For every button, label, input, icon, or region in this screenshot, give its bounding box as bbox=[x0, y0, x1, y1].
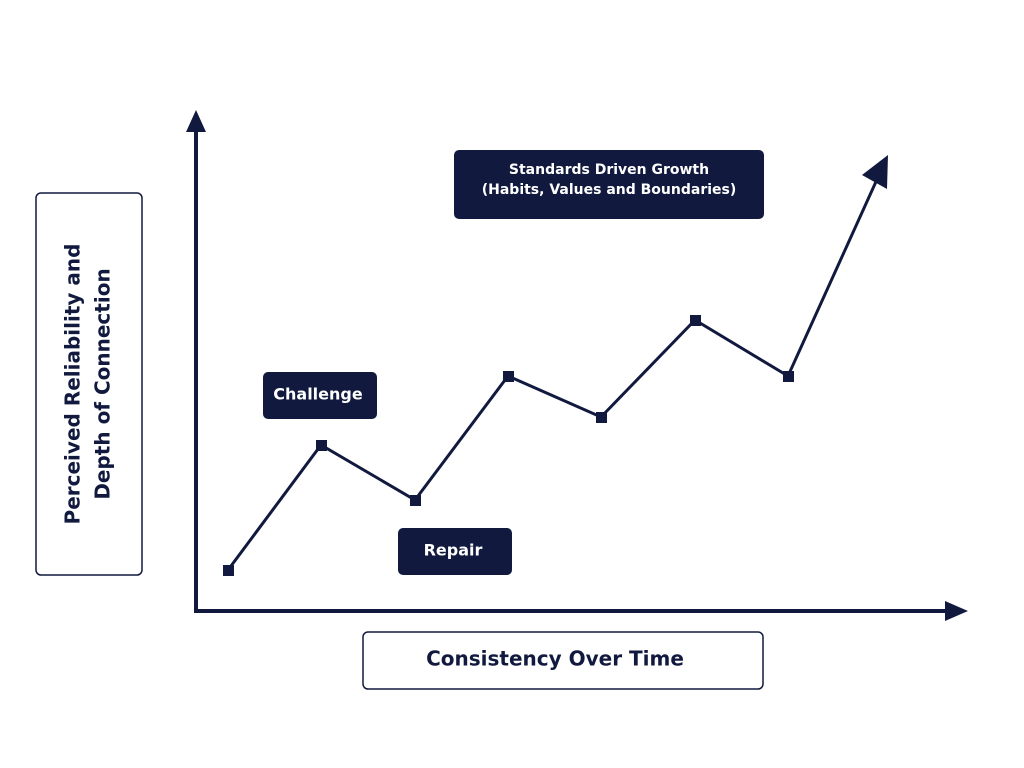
callout-box bbox=[398, 528, 512, 575]
y-label-line: Perceived Reliability and bbox=[61, 244, 85, 525]
x-axis-arrow bbox=[945, 601, 968, 621]
point bbox=[690, 315, 701, 326]
callout-box bbox=[454, 150, 764, 219]
y-label: Perceived Reliability and Depth of Conne… bbox=[61, 244, 115, 525]
callout-label: Standards Driven Growth bbox=[509, 162, 709, 178]
callout-label: Challenge bbox=[273, 385, 363, 404]
growth-arrow bbox=[862, 155, 888, 189]
point bbox=[410, 495, 421, 506]
x-label-box bbox=[362, 631, 764, 690]
callout-label: Repair bbox=[424, 541, 483, 560]
point bbox=[783, 371, 794, 382]
point bbox=[223, 565, 234, 576]
point bbox=[316, 440, 327, 451]
point bbox=[596, 412, 607, 423]
y-label-box bbox=[35, 192, 143, 576]
y-label-line: Depth of Connection bbox=[91, 268, 115, 499]
y-axis-arrow bbox=[186, 110, 206, 132]
point bbox=[503, 371, 514, 382]
callout-box bbox=[263, 372, 377, 419]
callout-label: (Habits, Values and Boundaries) bbox=[482, 182, 737, 198]
growth-line bbox=[226, 174, 881, 571]
x-label: Consistency Over Time bbox=[426, 647, 684, 671]
points bbox=[223, 315, 794, 576]
